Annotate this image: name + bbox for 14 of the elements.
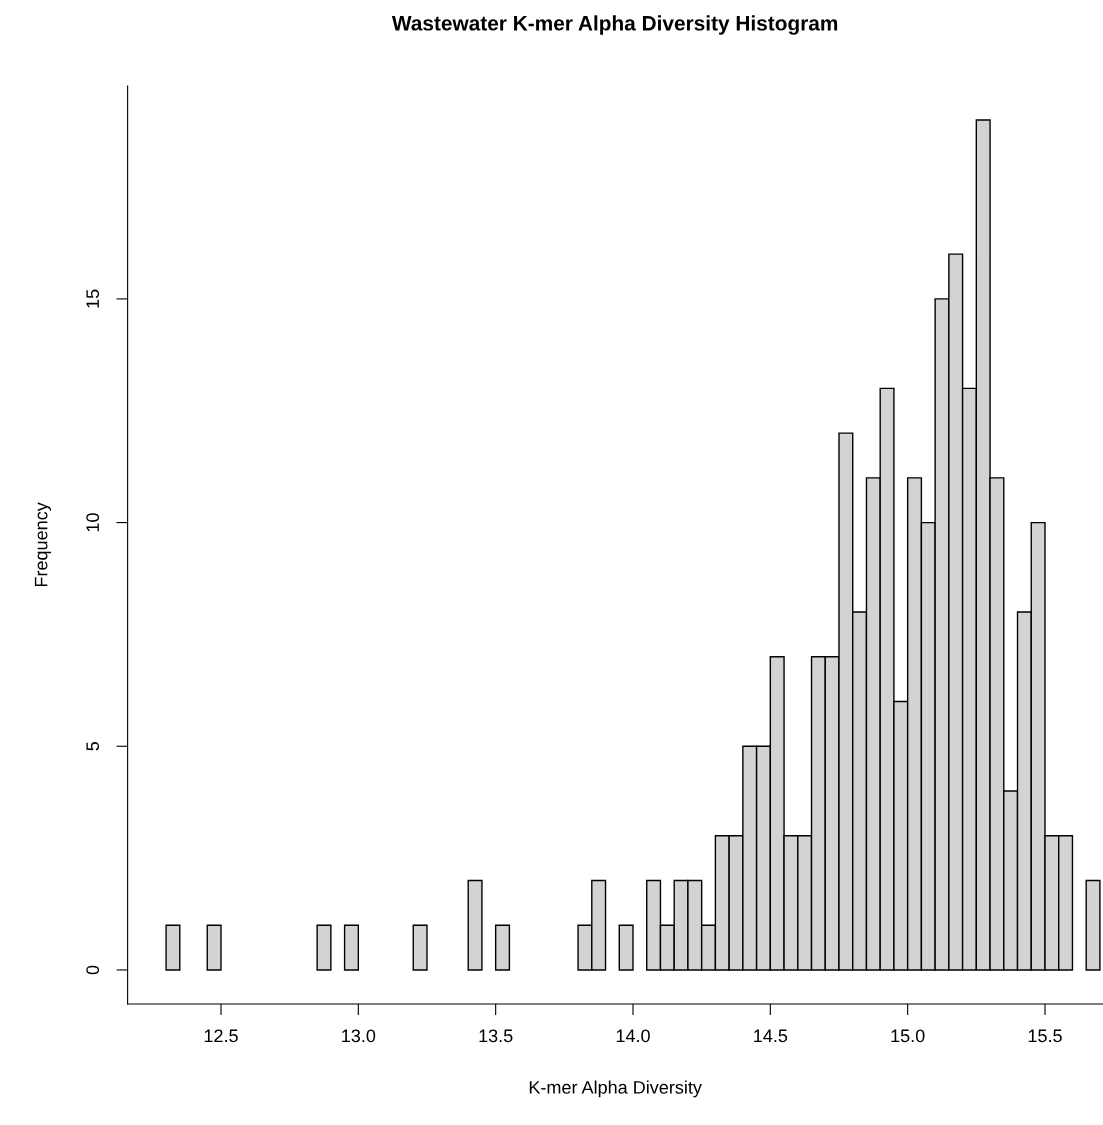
x-tick-label: 14.5 (754, 1029, 788, 1043)
y-tick-label: 15 (86, 289, 100, 308)
x-axis-title: K-mer Alpha Diversity (529, 1080, 702, 1098)
x-tick-label: 12.5 (204, 1029, 238, 1043)
x-tick-label: 13.0 (342, 1029, 376, 1043)
x-tick-label: 13.5 (479, 1029, 513, 1043)
y-tick-label: 0 (86, 965, 100, 975)
y-tick-label: 10 (86, 513, 100, 532)
y-axis-title: Frequency (34, 502, 52, 587)
y-tick-label: 5 (86, 742, 100, 751)
chart-title: Wastewater K-mer Alpha Diversity Histogram (391, 15, 838, 35)
x-tick-label: 15.5 (1028, 1029, 1062, 1043)
x-tick-label: 14.0 (616, 1029, 650, 1043)
x-tick-label: 15.0 (891, 1029, 925, 1043)
